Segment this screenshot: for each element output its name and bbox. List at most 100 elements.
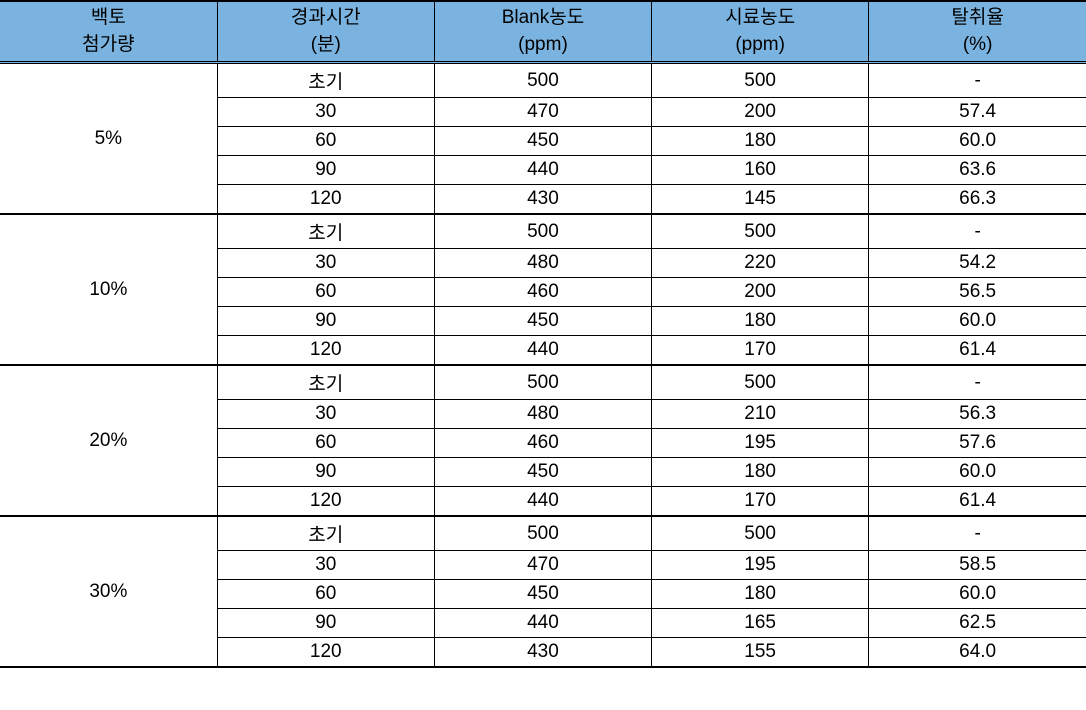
blank-cell: 450 <box>434 127 651 156</box>
group-label-cell: 30% <box>0 516 217 667</box>
blank-cell: 500 <box>434 365 651 400</box>
group-label-cell: 20% <box>0 365 217 516</box>
sample-cell: 220 <box>652 249 869 278</box>
blank-cell: 440 <box>434 156 651 185</box>
rate-cell: 56.5 <box>869 278 1086 307</box>
table-row: 10%초기500500- <box>0 214 1086 249</box>
rate-cell: 58.5 <box>869 551 1086 580</box>
time-cell: 30 <box>217 249 434 278</box>
rate-cell: - <box>869 365 1086 400</box>
header-row: 백토 첨가량 경과시간 (분) Blank농도 (ppm) 시료농도 (ppm)… <box>0 1 1086 63</box>
header-sample-line2: (ppm) <box>735 34 785 55</box>
time-cell: 90 <box>217 156 434 185</box>
rate-cell: 60.0 <box>869 307 1086 336</box>
time-cell: 초기 <box>217 516 434 551</box>
blank-cell: 430 <box>434 638 651 668</box>
blank-cell: 500 <box>434 214 651 249</box>
sample-cell: 200 <box>652 278 869 307</box>
time-cell: 초기 <box>217 214 434 249</box>
rate-cell: 57.6 <box>869 429 1086 458</box>
blank-cell: 480 <box>434 249 651 278</box>
rate-cell: 60.0 <box>869 458 1086 487</box>
sample-cell: 500 <box>652 214 869 249</box>
time-cell: 60 <box>217 429 434 458</box>
rate-cell: 60.0 <box>869 127 1086 156</box>
header-time-line2: (분) <box>311 34 341 55</box>
blank-cell: 500 <box>434 516 651 551</box>
header-additive: 백토 첨가량 <box>0 1 217 63</box>
group-label-cell: 5% <box>0 63 217 215</box>
rate-cell: 62.5 <box>869 609 1086 638</box>
blank-cell: 440 <box>434 336 651 366</box>
rate-cell: - <box>869 516 1086 551</box>
time-cell: 90 <box>217 609 434 638</box>
rate-cell: - <box>869 63 1086 98</box>
header-additive-line1: 백토 <box>91 7 126 28</box>
blank-cell: 500 <box>434 63 651 98</box>
table-row: 5%초기500500- <box>0 63 1086 98</box>
time-cell: 30 <box>217 400 434 429</box>
data-table: 백토 첨가량 경과시간 (분) Blank농도 (ppm) 시료농도 (ppm)… <box>0 0 1086 668</box>
blank-cell: 450 <box>434 580 651 609</box>
time-cell: 초기 <box>217 365 434 400</box>
time-cell: 120 <box>217 638 434 668</box>
sample-cell: 180 <box>652 580 869 609</box>
header-additive-line2: 첨가량 <box>82 34 134 55</box>
rate-cell: - <box>869 214 1086 249</box>
blank-cell: 480 <box>434 400 651 429</box>
sample-cell: 210 <box>652 400 869 429</box>
time-cell: 30 <box>217 98 434 127</box>
header-blank-line2: (ppm) <box>518 34 568 55</box>
group-label-cell: 10% <box>0 214 217 365</box>
sample-cell: 200 <box>652 98 869 127</box>
rate-cell: 54.2 <box>869 249 1086 278</box>
header-blank-line1: Blank농도 <box>502 7 585 28</box>
blank-cell: 430 <box>434 185 651 215</box>
sample-cell: 500 <box>652 365 869 400</box>
header-sample: 시료농도 (ppm) <box>652 1 869 63</box>
blank-cell: 450 <box>434 307 651 336</box>
time-cell: 60 <box>217 580 434 609</box>
rate-cell: 66.3 <box>869 185 1086 215</box>
blank-cell: 460 <box>434 278 651 307</box>
table-body: 5%초기500500-3047020057.46045018060.090440… <box>0 63 1086 668</box>
header-rate-line2: (%) <box>963 34 993 55</box>
sample-cell: 165 <box>652 609 869 638</box>
header-rate: 탈취율 (%) <box>869 1 1086 63</box>
sample-cell: 180 <box>652 127 869 156</box>
rate-cell: 61.4 <box>869 487 1086 517</box>
sample-cell: 180 <box>652 458 869 487</box>
sample-cell: 170 <box>652 487 869 517</box>
sample-cell: 170 <box>652 336 869 366</box>
header-time: 경과시간 (분) <box>217 1 434 63</box>
time-cell: 30 <box>217 551 434 580</box>
header-rate-line1: 탈취율 <box>951 7 1003 28</box>
header-time-line1: 경과시간 <box>291 7 361 28</box>
table-row: 20%초기500500- <box>0 365 1086 400</box>
sample-cell: 145 <box>652 185 869 215</box>
sample-cell: 180 <box>652 307 869 336</box>
rate-cell: 56.3 <box>869 400 1086 429</box>
time-cell: 120 <box>217 336 434 366</box>
blank-cell: 440 <box>434 487 651 517</box>
table-row: 30%초기500500- <box>0 516 1086 551</box>
blank-cell: 470 <box>434 551 651 580</box>
time-cell: 90 <box>217 458 434 487</box>
time-cell: 90 <box>217 307 434 336</box>
blank-cell: 470 <box>434 98 651 127</box>
sample-cell: 155 <box>652 638 869 668</box>
time-cell: 120 <box>217 185 434 215</box>
time-cell: 120 <box>217 487 434 517</box>
sample-cell: 195 <box>652 429 869 458</box>
sample-cell: 500 <box>652 63 869 98</box>
rate-cell: 60.0 <box>869 580 1086 609</box>
blank-cell: 460 <box>434 429 651 458</box>
sample-cell: 160 <box>652 156 869 185</box>
time-cell: 초기 <box>217 63 434 98</box>
time-cell: 60 <box>217 127 434 156</box>
rate-cell: 63.6 <box>869 156 1086 185</box>
blank-cell: 450 <box>434 458 651 487</box>
header-sample-line1: 시료농도 <box>725 7 795 28</box>
sample-cell: 195 <box>652 551 869 580</box>
rate-cell: 64.0 <box>869 638 1086 668</box>
